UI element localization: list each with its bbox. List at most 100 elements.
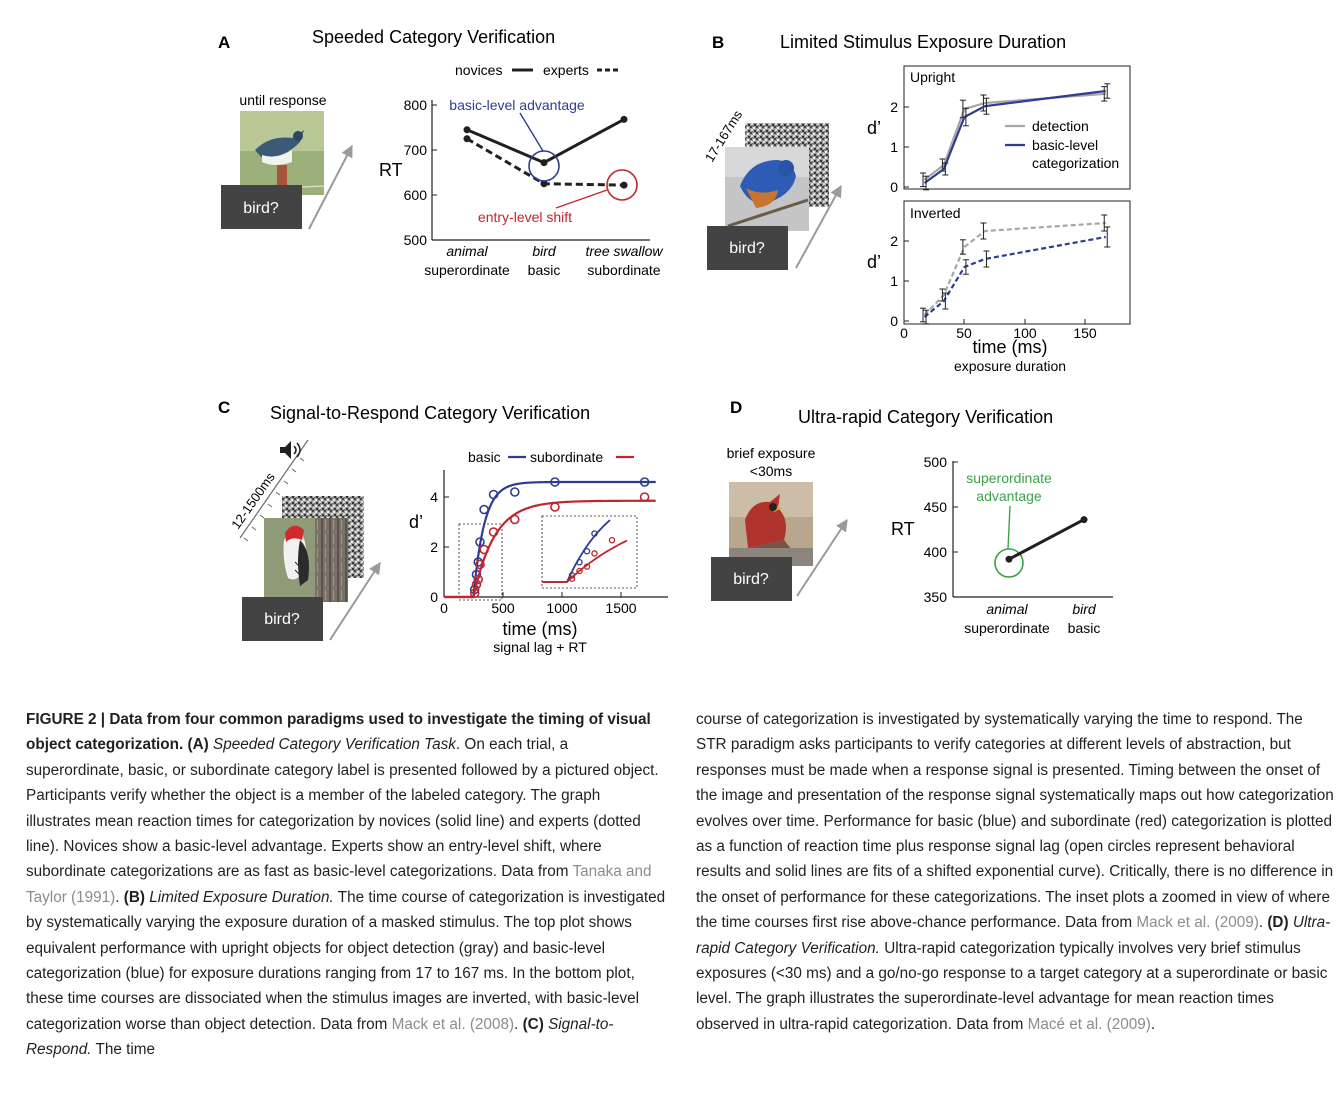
data-point-subordinate	[550, 502, 560, 512]
chart-series	[1005, 516, 1088, 563]
caption-column-right: course of categorization is investigated…	[696, 711, 1334, 1033]
x-category-labels: animal superordinate bird basic tree swa…	[424, 243, 663, 278]
category-name: tree swallow	[585, 243, 663, 259]
stimulus-caption: brief exposure	[727, 445, 816, 461]
category-level: superordinate	[964, 620, 1050, 636]
x-tick: 500	[491, 592, 515, 616]
y-tick-label: 2	[430, 539, 438, 555]
category-name: bird	[532, 243, 557, 259]
fit-curve-subordinate	[444, 499, 656, 599]
y-tick: 0	[890, 313, 909, 329]
y-tick: 350	[924, 589, 958, 605]
category-prompt: bird?	[729, 240, 765, 257]
panel-b: B Limited Stimulus Exposure Duration 17-…	[702, 32, 1131, 374]
legend-basic-label: basic-level	[1032, 137, 1098, 153]
stimulus-sequence: 17-167ms bird?	[702, 107, 842, 270]
data-point-novices	[620, 115, 628, 123]
y-tick: 400	[924, 544, 958, 560]
series-line	[923, 221, 1106, 316]
fit-curve-basic	[444, 480, 656, 599]
stimulus-sequence: 12-1500ms bird?	[228, 439, 381, 641]
y-axis-label: RT	[891, 519, 915, 539]
y-tick: 500	[924, 454, 958, 470]
panel-title: Speeded Category Verification	[312, 27, 555, 47]
data-point-basic	[475, 537, 485, 547]
inset-point-subordinate	[583, 563, 591, 570]
citation-link[interactable]: Mack et al. (2008)	[391, 1015, 515, 1033]
series-line	[923, 92, 1106, 181]
x-tick-label: 150	[1073, 325, 1097, 341]
x-tick: 0	[440, 592, 448, 616]
category-level: subordinate	[587, 262, 660, 278]
subplot-label: Inverted	[910, 205, 961, 221]
chart-legend: detection basic-level categorization	[1005, 118, 1119, 171]
x-tick: 1000	[546, 592, 578, 616]
y-tick-label: 4	[430, 489, 438, 505]
citation-link[interactable]: Macé et al. (2009)	[1027, 1015, 1151, 1033]
upright-plot: Upright 0 1 2 d’ detection	[867, 65, 1131, 195]
y-tick-label: 0	[890, 179, 898, 195]
legend-novices-label: novices	[455, 62, 502, 78]
y-ticks: 0 2 4	[430, 489, 449, 605]
legend-experts-label: experts	[543, 62, 589, 78]
data-point-experts	[463, 135, 471, 143]
y-tick: 800	[404, 97, 437, 113]
data-point-basic	[479, 504, 489, 515]
inset-plot	[541, 515, 638, 589]
time-arrow	[796, 518, 848, 597]
caption-text: The time course of categorization is inv…	[26, 888, 666, 1033]
data-point-basic	[488, 489, 499, 500]
series-line	[923, 89, 1106, 184]
data-point-subordinate	[469, 588, 480, 599]
panel-letter: D	[730, 398, 742, 417]
citation-link[interactable]: Mack et al. (2009)	[1136, 914, 1259, 932]
inset-series	[542, 519, 628, 583]
basic-advantage-annotation: basic-level advantage	[449, 97, 585, 182]
data-point-subordinate	[479, 544, 489, 555]
category-prompt: bird?	[264, 611, 300, 628]
x-ticks: 0 50 100 150	[900, 319, 1097, 341]
legend-subordinate-label: subordinate	[530, 449, 603, 465]
y-tick: 2	[430, 539, 449, 555]
chart-series	[920, 214, 1111, 325]
caption-task-name: Speeded Category Verification Task	[213, 736, 456, 754]
data-point-basic	[550, 477, 560, 487]
category-prompt: bird?	[243, 200, 279, 217]
data-point-novices	[540, 159, 548, 167]
data-point	[1080, 516, 1088, 524]
str-chart: basic subordinate 0 2 4	[409, 449, 668, 655]
citation-link[interactable]: Tanaka and Taylor (1991)	[26, 863, 652, 906]
bird-photo	[239, 111, 325, 195]
x-tick-label: 50	[956, 325, 972, 341]
category-label-box	[221, 185, 302, 229]
category-level: basic	[528, 262, 561, 278]
y-tick-label: 700	[404, 142, 428, 158]
x-tick: 50	[956, 319, 972, 341]
y-tick: 450	[924, 499, 958, 515]
superordinate-advantage-annotation: superordinate advantage	[966, 470, 1052, 578]
chart-series	[463, 115, 628, 189]
x-category-labels: animal superordinate bird basic	[964, 601, 1100, 636]
time-arrow	[308, 144, 353, 230]
y-tick-label: 1	[890, 273, 898, 289]
chart-series	[920, 83, 1111, 191]
speaker-icon	[280, 441, 301, 459]
panel-letter: C	[218, 398, 230, 417]
panel-letter: A	[218, 33, 230, 52]
x-tick-label: 1000	[546, 600, 577, 616]
x-tick-label: 1500	[605, 600, 636, 616]
y-tick: 600	[404, 187, 437, 203]
y-ticks: 500 600 700 800	[404, 97, 437, 248]
x-tick-label: 500	[491, 600, 515, 616]
data-point-basic	[471, 569, 482, 580]
annotation-text: entry-level shift	[478, 209, 572, 225]
series-line	[1008, 518, 1085, 561]
y-tick-label: 2	[890, 233, 898, 249]
y-axis-label: d’	[867, 118, 881, 138]
annotation-text: advantage	[976, 488, 1042, 504]
category-name: animal	[986, 601, 1028, 617]
panel-letter: B	[712, 33, 724, 52]
stimulus-sequence: until response bird?	[221, 92, 353, 230]
caption-column-left: FIGURE 2 | Data from four common paradig…	[26, 711, 666, 1059]
caption-text: Ultra-rapid categorization typically inv…	[696, 939, 1328, 1033]
